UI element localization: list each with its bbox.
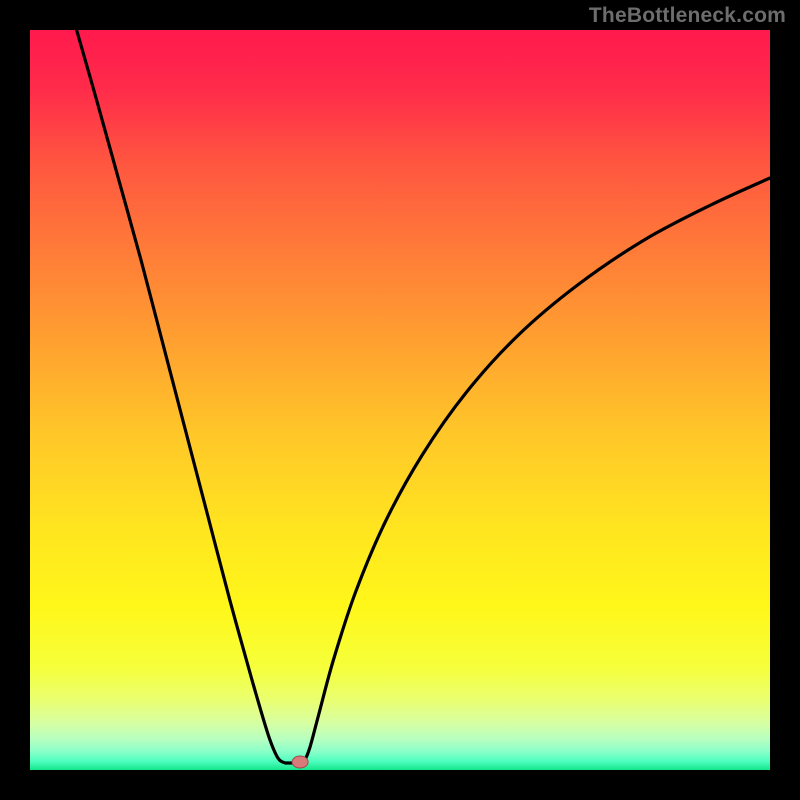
watermark-text: TheBottleneck.com: [589, 4, 786, 28]
optimal-point-marker: [292, 756, 308, 768]
plot-background: [30, 30, 770, 770]
chart-container: { "watermark": { "text": "TheBottleneck.…: [0, 0, 800, 800]
bottleneck-chart: [0, 0, 800, 800]
